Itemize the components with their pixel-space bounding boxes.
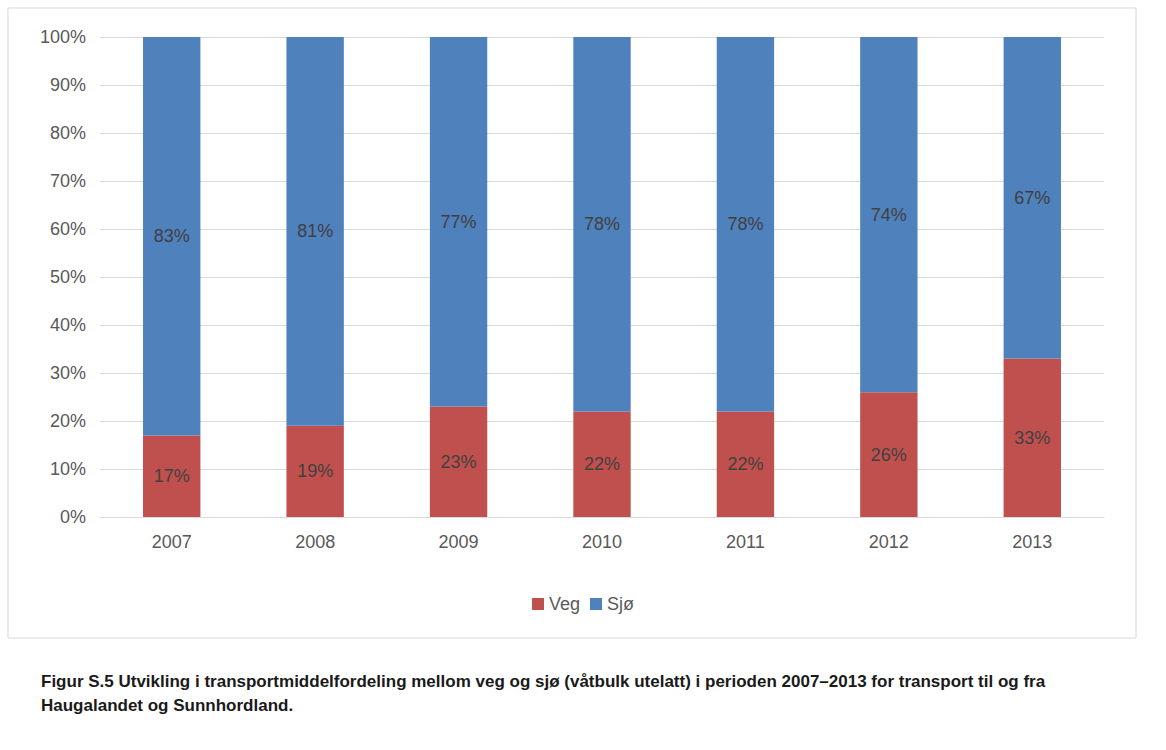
svg-text:2010: 2010 xyxy=(582,532,622,552)
svg-text:33%: 33% xyxy=(1014,428,1050,448)
svg-text:80%: 80% xyxy=(50,123,86,143)
svg-text:78%: 78% xyxy=(727,214,763,234)
svg-text:2009: 2009 xyxy=(439,532,479,552)
svg-text:70%: 70% xyxy=(50,171,86,191)
svg-text:40%: 40% xyxy=(50,315,86,335)
svg-text:23%: 23% xyxy=(441,452,477,472)
svg-text:2008: 2008 xyxy=(295,532,335,552)
svg-text:78%: 78% xyxy=(584,214,620,234)
svg-text:83%: 83% xyxy=(154,226,190,246)
svg-text:10%: 10% xyxy=(50,459,86,479)
svg-text:67%: 67% xyxy=(1014,188,1050,208)
svg-text:22%: 22% xyxy=(727,454,763,474)
svg-text:19%: 19% xyxy=(297,461,333,481)
svg-text:22%: 22% xyxy=(584,454,620,474)
svg-text:20%: 20% xyxy=(50,411,86,431)
svg-text:Sjø: Sjø xyxy=(607,594,634,614)
svg-text:Haugalandet og Sunnhordland.: Haugalandet og Sunnhordland. xyxy=(41,696,293,715)
svg-text:100%: 100% xyxy=(40,27,86,47)
svg-text:Figur S.5 Utvikling i transpor: Figur S.5 Utvikling i transportmiddelfor… xyxy=(41,672,1050,691)
svg-text:17%: 17% xyxy=(154,466,190,486)
svg-text:0%: 0% xyxy=(60,507,86,527)
svg-text:74%: 74% xyxy=(871,205,907,225)
svg-text:30%: 30% xyxy=(50,363,86,383)
svg-text:60%: 60% xyxy=(50,219,86,239)
svg-text:Veg: Veg xyxy=(549,594,580,614)
svg-text:2012: 2012 xyxy=(869,532,909,552)
svg-text:2007: 2007 xyxy=(152,532,192,552)
svg-text:77%: 77% xyxy=(441,212,477,232)
svg-text:2011: 2011 xyxy=(726,532,765,552)
svg-text:50%: 50% xyxy=(50,267,86,287)
svg-text:81%: 81% xyxy=(297,221,333,241)
svg-text:2013: 2013 xyxy=(1012,532,1052,552)
svg-text:90%: 90% xyxy=(50,75,86,95)
svg-text:26%: 26% xyxy=(871,445,907,465)
